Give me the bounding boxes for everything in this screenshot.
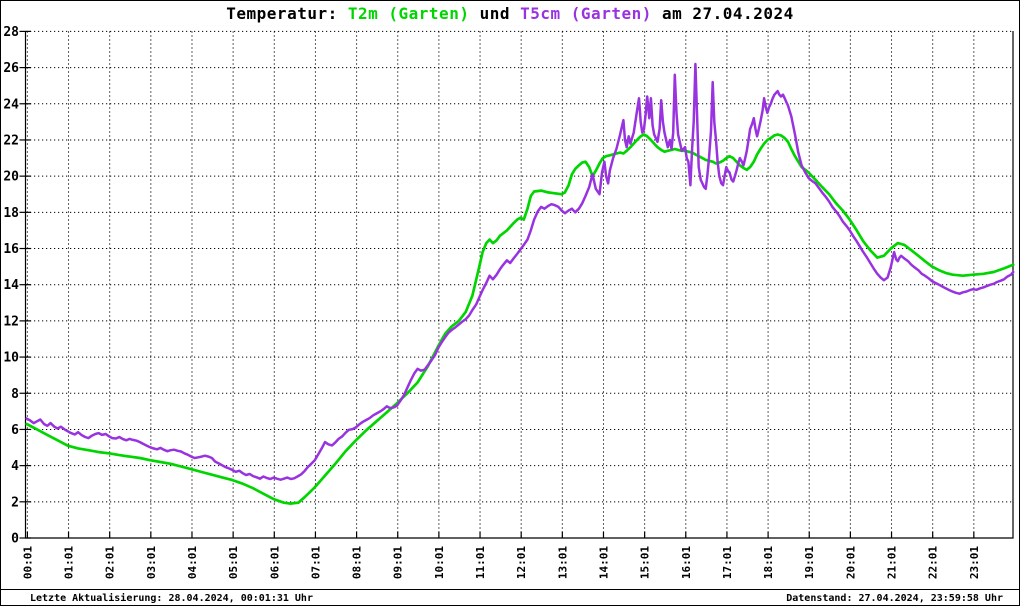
chart-title: Temperatur: T2m (Garten) und T5cm (Garte… — [226, 4, 793, 23]
y-tick-label: 8 — [11, 387, 19, 402]
x-tick-label: 08:01 — [351, 546, 364, 579]
x-tick-label: 16:01 — [680, 546, 693, 579]
x-tick-label: 05:01 — [227, 546, 240, 579]
t5cm-line — [25, 62, 1015, 481]
x-tick-label: 12:01 — [515, 546, 528, 579]
y-tick-label: 22 — [3, 133, 19, 148]
y-tick-label: 24 — [3, 97, 19, 112]
x-tick-label: 06:01 — [268, 546, 281, 579]
y-tick-label: 6 — [11, 423, 19, 438]
title-mid: und — [469, 4, 520, 23]
y-tick-label: 4 — [11, 459, 19, 474]
t2m-line — [25, 133, 1015, 505]
x-tick-label: 15:01 — [639, 546, 652, 579]
x-tick-label: 14:01 — [597, 546, 610, 579]
x-tick-label: 11:01 — [474, 546, 487, 579]
grid-layer — [26, 30, 1014, 538]
x-tick-label: 03:01 — [145, 546, 158, 579]
x-tick-label: 20:01 — [844, 546, 857, 579]
y-tick-label: 28 — [3, 25, 19, 40]
x-tick-label: 13:01 — [556, 546, 569, 579]
title-prefix: Temperatur: — [226, 4, 348, 23]
x-tick-label: 01:01 — [63, 546, 76, 579]
x-tick-label: 18:01 — [762, 546, 775, 579]
title-series1-label: T2m (Garten) — [348, 4, 470, 23]
x-tick-label: 17:01 — [721, 546, 734, 579]
footer-data-state: Datenstand: 27.04.2024, 23:59:58 Uhr — [786, 593, 1003, 604]
y-tick-label: 14 — [3, 278, 19, 293]
x-tick-label: 21:01 — [886, 546, 899, 579]
y-tick-label: 0 — [11, 532, 19, 547]
y-tick-label: 16 — [3, 242, 19, 257]
series-layer — [25, 62, 1015, 505]
y-tick-label: 20 — [3, 170, 19, 185]
y-tick-label: 12 — [3, 314, 19, 329]
y-tick-label: 18 — [3, 206, 19, 221]
title-series2-label: T5cm (Garten) — [520, 4, 652, 23]
y-tick-label: 10 — [3, 351, 19, 366]
x-tick-label: 09:01 — [392, 546, 405, 579]
x-tick-label: 10:01 — [433, 546, 446, 579]
y-tick-label: 26 — [3, 61, 19, 76]
x-tick-label: 07:01 — [309, 546, 322, 579]
footer-last-update: Letzte Aktualisierung: 28.04.2024, 00:01… — [30, 592, 313, 604]
x-tick-label: 04:01 — [186, 546, 199, 579]
title-suffix: am 27.04.2024 — [652, 4, 794, 23]
x-tick-label: 19:01 — [803, 546, 816, 579]
x-tick-label: 23:01 — [968, 546, 981, 579]
x-tick-label: 00:01 — [21, 546, 34, 579]
y-tick-label: 2 — [11, 495, 19, 510]
x-tick-label: 02:01 — [104, 546, 117, 579]
x-tick-label: 22:01 — [927, 546, 940, 579]
